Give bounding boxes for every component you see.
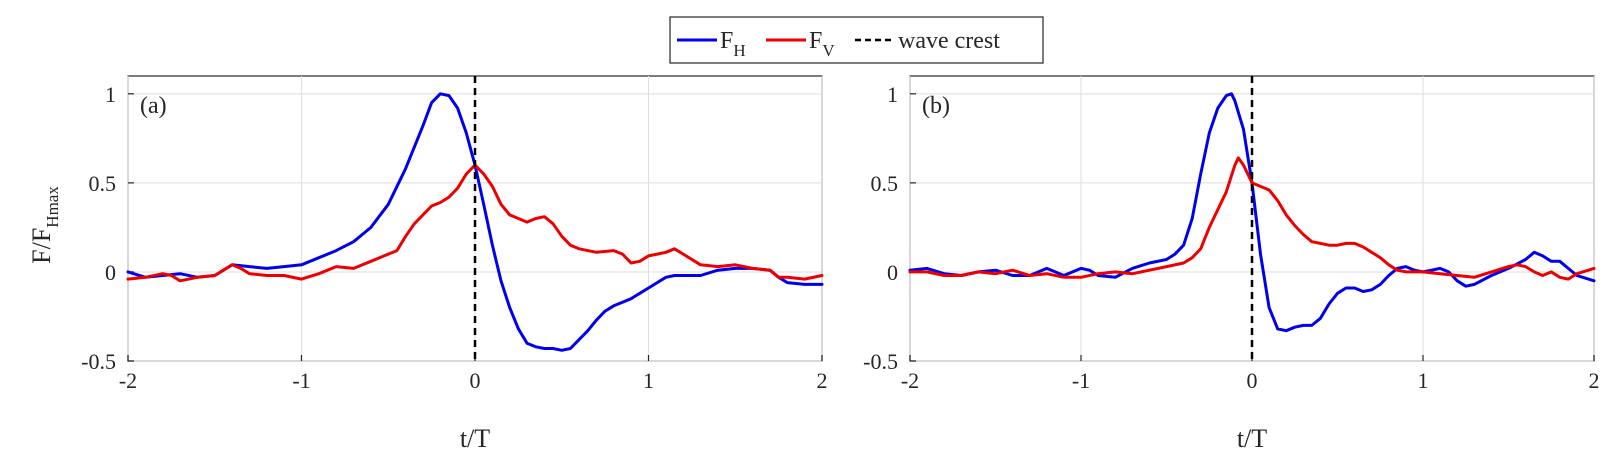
legend-fv-label: FV <box>809 28 835 60</box>
y-axis-label: F/FHmax <box>27 186 62 264</box>
panel-a-ytick-label: 1 <box>105 82 116 107</box>
panel-b-x-axis-label: t/T <box>1237 424 1267 453</box>
panel-b-ticks: -2 -1 0 1 2 -0.5 0 0.5 1 <box>863 82 1599 393</box>
panel-b-label: (b) <box>922 93 950 119</box>
panel-a-xtick-label: -1 <box>292 368 310 393</box>
panel-a-ytick-label: 0.5 <box>89 171 117 196</box>
panel-a-ticks: -2 -1 0 1 2 -0.5 0 0.5 1 <box>81 82 827 393</box>
panel-a-x-axis-label: t/T <box>460 424 490 453</box>
panel-a-xtick-label: -2 <box>119 368 137 393</box>
panel-b-xtick-label: -1 <box>1072 368 1090 393</box>
panel-b-series-f-v <box>908 156 1596 281</box>
panel-a-ytick-label: -0.5 <box>81 349 116 374</box>
legend: FH FV wave crest <box>669 16 1044 64</box>
panel-a-label: (a) <box>140 93 167 119</box>
panel-b-series <box>908 92 1596 333</box>
panel-b-ytick-label: -0.5 <box>863 349 898 374</box>
panel-b-xtick-label: 2 <box>1589 368 1600 393</box>
panel-a-ytick-label: 0 <box>105 260 116 285</box>
panel-a-series-f-h <box>126 92 824 352</box>
panel-a-series-f-v <box>126 163 824 283</box>
panel-a-xtick-label: 2 <box>817 368 828 393</box>
panel-a-series <box>126 92 824 352</box>
panel-b-ytick-label: 0.5 <box>871 171 899 196</box>
legend-fh-label: FH <box>720 28 746 60</box>
panel-b-xtick-label: 0 <box>1247 368 1258 393</box>
panel-b-xtick-label: -2 <box>901 368 919 393</box>
panel-b-ytick-label: 0 <box>887 260 898 285</box>
panel-a-xtick-label: 1 <box>643 368 654 393</box>
panel-b-series-f-h <box>908 92 1596 333</box>
panel-a-xtick-label: 0 <box>470 368 481 393</box>
legend-crest-label: wave crest <box>898 28 1000 54</box>
panel-b-xtick-label: 1 <box>1418 368 1429 393</box>
panel-a: -2 -1 0 1 2 -0.5 0 0.5 1 (a) t/T <box>81 75 828 453</box>
panel-b-ytick-label: 1 <box>887 82 898 107</box>
panel-b: -2 -1 0 1 2 -0.5 0 0.5 1 (b) t/T <box>863 75 1600 453</box>
